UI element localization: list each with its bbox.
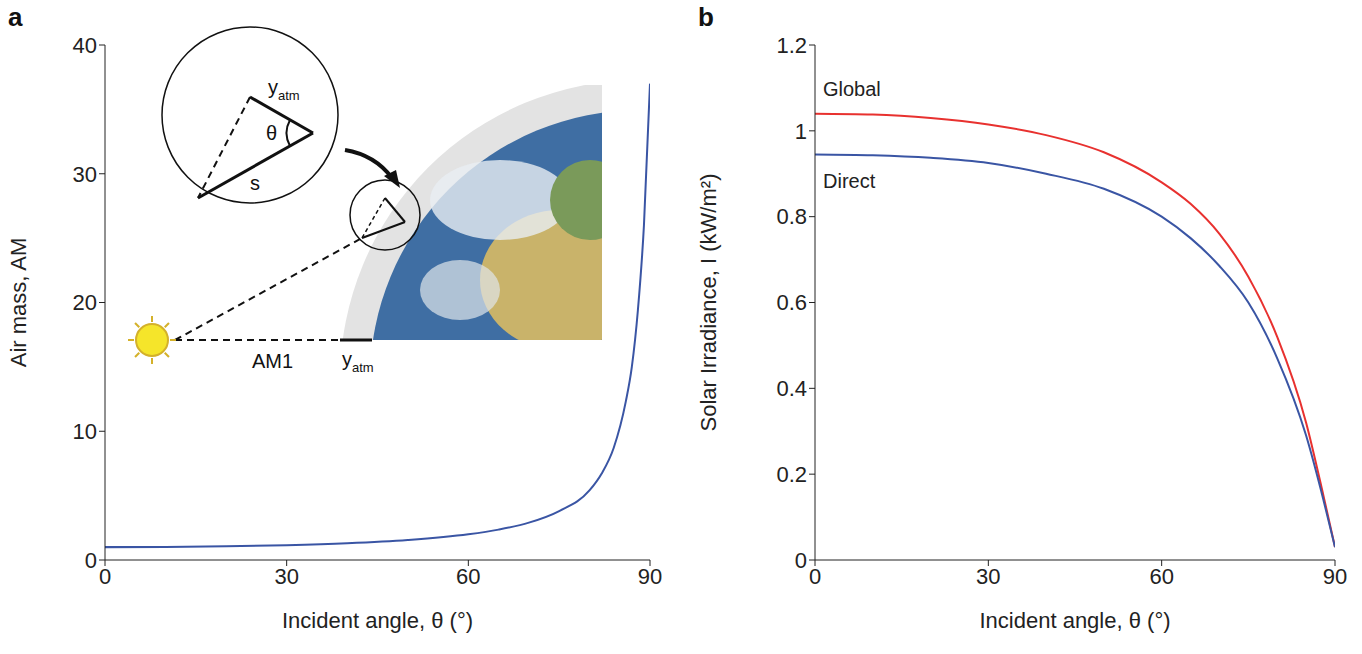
svg-text:Direct: Direct [823,170,876,192]
svg-text:30: 30 [274,564,298,589]
svg-text:AM1: AM1 [252,350,293,372]
svg-text:0: 0 [85,548,97,573]
svg-text:90: 90 [1323,564,1347,589]
svg-text:θ: θ [266,122,277,144]
svg-text:0: 0 [795,548,807,573]
svg-text:90: 90 [638,564,662,589]
svg-text:1.2: 1.2 [776,33,807,58]
svg-text:Incident angle, θ (°): Incident angle, θ (°) [979,608,1170,633]
svg-text:Solar Irradiance, I (kW/m²): Solar Irradiance, I (kW/m²) [696,174,721,432]
svg-text:0: 0 [99,564,111,589]
svg-text:0.4: 0.4 [776,376,807,401]
svg-text:30: 30 [73,162,97,187]
svg-text:s: s [250,172,260,194]
svg-text:0.8: 0.8 [776,204,807,229]
svg-text:0.6: 0.6 [776,290,807,315]
svg-text:yatm: yatm [268,76,300,103]
svg-text:Air mass, AM: Air mass, AM [6,238,31,368]
svg-text:0.2: 0.2 [776,462,807,487]
svg-text:10: 10 [73,419,97,444]
svg-text:0: 0 [809,564,821,589]
svg-text:40: 40 [73,33,97,58]
svg-text:60: 60 [456,564,480,589]
svg-text:Incident angle, θ (°): Incident angle, θ (°) [282,608,473,633]
svg-text:yatm: yatm [342,348,374,375]
svg-text:Global: Global [823,78,881,100]
svg-text:1: 1 [795,119,807,144]
svg-text:20: 20 [73,290,97,315]
svg-text:30: 30 [976,564,1000,589]
html-text:b: b [698,2,714,32]
html-text:a: a [8,2,23,32]
svg-text:60: 60 [1149,564,1173,589]
